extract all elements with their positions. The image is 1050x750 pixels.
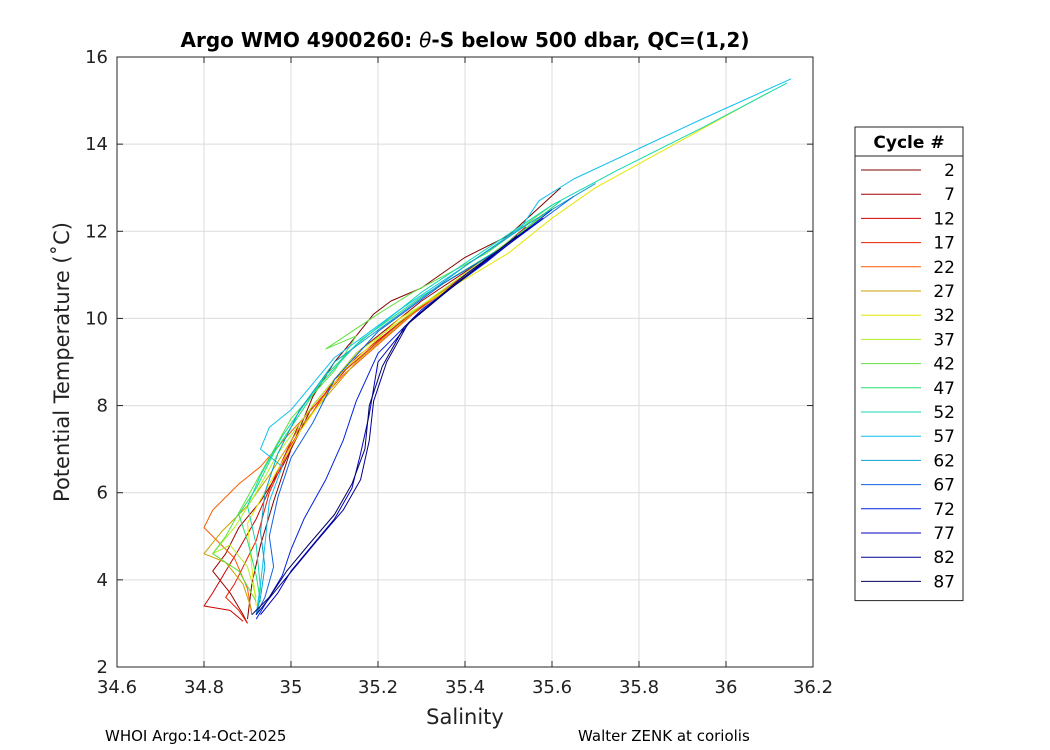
legend-label: 37 bbox=[933, 330, 955, 350]
y-tick-label: 2 bbox=[97, 657, 108, 678]
series-line-cycle-77 bbox=[260, 217, 544, 616]
series-line-cycle-37 bbox=[212, 209, 553, 598]
series-line-cycle-12 bbox=[203, 226, 527, 622]
footer-right-note: Walter ZENK at coriolis bbox=[578, 727, 750, 745]
legend-label: 12 bbox=[933, 209, 955, 229]
series-line-cycle-27 bbox=[203, 213, 544, 611]
legend-label: 27 bbox=[933, 282, 955, 302]
x-tick-label: 36 bbox=[715, 677, 738, 698]
y-axis-label: Potential Temperature (˚C) bbox=[50, 222, 74, 502]
chart-title: Argo WMO 4900260: θ-S below 500 dbar, QC… bbox=[181, 28, 750, 52]
y-tick-label: 16 bbox=[85, 47, 108, 68]
legend-label: 57 bbox=[933, 427, 955, 447]
x-tick-label: 36.2 bbox=[793, 677, 833, 698]
y-tick-label: 14 bbox=[85, 134, 108, 155]
series-lines bbox=[203, 78, 792, 624]
y-tick-label: 4 bbox=[97, 570, 108, 591]
grid-lines bbox=[116, 56, 814, 668]
legend-label: 32 bbox=[933, 306, 955, 326]
legend-label: 17 bbox=[933, 234, 955, 254]
legend-label: 42 bbox=[933, 355, 955, 375]
legend: Cycle # 27121722273237424752576267727782… bbox=[854, 126, 964, 602]
y-tick-label: 8 bbox=[97, 396, 108, 417]
series-line-cycle-7 bbox=[212, 222, 535, 624]
series-line-cycle-87 bbox=[251, 235, 518, 616]
x-tick-label: 35.2 bbox=[358, 677, 398, 698]
legend-label: 2 bbox=[944, 161, 955, 181]
legend-label: 82 bbox=[933, 548, 955, 568]
series-line-cycle-57 bbox=[255, 78, 792, 615]
legend-label: 72 bbox=[933, 500, 955, 520]
y-tick-label: 10 bbox=[85, 308, 108, 329]
series-line-cycle-72 bbox=[255, 209, 553, 620]
legend-label: 87 bbox=[933, 572, 955, 592]
series-line-cycle-22 bbox=[203, 222, 535, 615]
legend-label: 67 bbox=[933, 476, 955, 496]
x-tick-label: 35 bbox=[280, 677, 303, 698]
legend-label: 77 bbox=[933, 524, 955, 544]
y-tick-label: 12 bbox=[85, 221, 108, 242]
legend-label: 62 bbox=[933, 451, 955, 471]
series-line-cycle-82 bbox=[255, 226, 531, 616]
series-line-cycle-62 bbox=[255, 182, 596, 615]
legend-label: 22 bbox=[933, 258, 955, 278]
x-tick-label: 34.8 bbox=[184, 677, 224, 698]
legend-label: 47 bbox=[933, 379, 955, 399]
x-tick-label: 35.4 bbox=[445, 677, 485, 698]
legend-label: 7 bbox=[944, 185, 955, 205]
x-tick-label: 34.6 bbox=[97, 677, 137, 698]
y-tick-label: 6 bbox=[97, 483, 108, 504]
footer-left-note: WHOI Argo:14-Oct-2025 bbox=[105, 727, 286, 745]
series-line-cycle-52 bbox=[247, 82, 788, 615]
legend-title: Cycle # bbox=[873, 133, 944, 153]
series-line-cycle-2 bbox=[247, 187, 562, 620]
series-line-cycle-67 bbox=[255, 195, 574, 615]
series-line-cycle-32 bbox=[247, 91, 770, 607]
series-line-cycle-42 bbox=[212, 204, 553, 602]
x-tick-label: 35.6 bbox=[532, 677, 572, 698]
legend-label: 52 bbox=[933, 403, 955, 423]
x-tick-label: 35.8 bbox=[619, 677, 659, 698]
axis-ticks: 34.6 34.8 35 35.2 35.4 35.6 35.8 36 36.2 2 4 6 8 10 12… bbox=[85, 47, 833, 698]
x-axis-label: Salinity bbox=[426, 705, 504, 729]
series-line-cycle-47 bbox=[238, 200, 562, 602]
